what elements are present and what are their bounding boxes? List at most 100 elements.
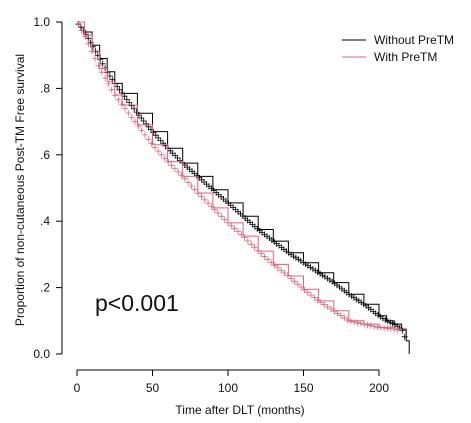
censor-mark — [112, 92, 119, 99]
censor-mark — [364, 321, 371, 328]
p-value-annotation: p<0.001 — [95, 290, 179, 316]
censor-mark — [98, 69, 105, 76]
censor-mark — [261, 253, 268, 260]
x-axis-title: Time after DLT (months) — [175, 403, 304, 417]
censor-mark — [178, 172, 185, 179]
censor-mark — [231, 225, 238, 232]
censor-mark — [264, 256, 271, 263]
censor-mark — [168, 162, 175, 169]
censor-mark — [288, 275, 295, 282]
y-axis-title: Proportion of non-cutaneous Post-TM Free… — [13, 54, 27, 326]
censor-mark — [341, 314, 348, 321]
censor-mark — [150, 129, 157, 136]
censor-mark — [118, 101, 125, 108]
censor-mark — [347, 318, 354, 325]
censor-mark — [251, 244, 258, 251]
censor-mark — [75, 21, 82, 28]
plot-area — [75, 21, 410, 354]
y-tick-label: .2 — [40, 281, 50, 295]
censor-mark — [371, 323, 378, 330]
censor-mark — [271, 262, 278, 269]
censor-mark — [135, 123, 142, 130]
censor-mark — [125, 110, 132, 116]
censor-mark — [284, 272, 291, 279]
censor-mark — [161, 155, 168, 162]
censor-mark — [115, 96, 122, 103]
x-ticks: 0 50 100 150 200 — [74, 370, 389, 395]
censor-mark — [351, 319, 358, 325]
censor-mark — [391, 326, 398, 333]
censor-mark — [191, 186, 198, 193]
series-line-with-pretm — [77, 21, 403, 331]
censor-mark — [106, 73, 113, 79]
censor-mark — [268, 259, 275, 266]
y-tick-label: .6 — [40, 148, 50, 162]
censor-mark — [128, 102, 135, 109]
censor-mark — [292, 254, 299, 261]
x-tick-label: 150 — [293, 381, 313, 395]
censor-mark — [205, 200, 212, 207]
censor-mark — [140, 118, 147, 124]
censor-mark — [311, 294, 318, 301]
censor-mark — [82, 33, 89, 40]
x-tick-label: 0 — [74, 381, 81, 395]
censor-mark — [99, 60, 106, 67]
censor-mark — [208, 203, 215, 210]
censor-mark — [357, 320, 364, 327]
censor-mark — [382, 317, 389, 323]
censor-mark — [211, 206, 218, 213]
censor-mark — [321, 301, 328, 308]
censor-mark — [198, 193, 205, 200]
censor-mark — [171, 165, 178, 172]
censor-mark — [228, 222, 235, 229]
censor-mark — [334, 310, 341, 317]
censor-mark — [301, 287, 308, 293]
censor-mark — [294, 281, 301, 288]
censor-mark — [97, 56, 104, 63]
censor-mark — [278, 267, 285, 274]
censor-mark — [235, 228, 241, 235]
censor-mark — [225, 219, 231, 226]
x-tick-label: 200 — [369, 381, 389, 395]
censor-mark — [82, 31, 89, 38]
censor-mark — [314, 297, 321, 304]
censor-mark — [188, 183, 195, 189]
censor-mark — [367, 322, 374, 329]
censor-mark — [175, 168, 182, 175]
y-tick-label: 1.0 — [33, 15, 50, 29]
censor-mark — [142, 131, 148, 138]
series-layer — [75, 21, 410, 354]
x-tick-label: 50 — [146, 381, 160, 395]
legend-item-without-pretm: Without PreTM — [342, 33, 454, 47]
censor-mark — [148, 140, 155, 147]
censor-mark — [221, 216, 228, 223]
y-tick-label: 0.0 — [33, 347, 50, 361]
censor-mark — [105, 80, 112, 87]
censor-mark — [328, 306, 334, 312]
censor-mark — [361, 321, 368, 328]
censor-mark — [248, 241, 255, 248]
legend: Without PreTM With PreTM — [342, 33, 454, 64]
censor-mark — [324, 303, 331, 310]
censor-mark — [108, 86, 115, 93]
censor-mark — [318, 299, 324, 306]
censor-mark — [354, 319, 361, 326]
censor-mark — [337, 312, 344, 319]
censor-mark — [401, 333, 408, 340]
censor-mark — [215, 210, 221, 216]
censor-mark — [185, 179, 192, 186]
censor-mark — [157, 137, 164, 144]
censor-mark — [241, 234, 248, 241]
censor-mark — [128, 114, 135, 121]
censor-mark — [274, 264, 281, 271]
censor-mark — [304, 289, 311, 296]
censor-mark — [374, 324, 381, 331]
censor-mark — [281, 270, 288, 276]
legend-label-with-pretm: With PreTM — [374, 50, 437, 64]
censor-mark — [158, 151, 165, 158]
censor-mark — [145, 136, 152, 143]
censor-mark — [195, 190, 202, 197]
censor-mark — [138, 127, 145, 134]
censor-mark — [151, 144, 158, 151]
